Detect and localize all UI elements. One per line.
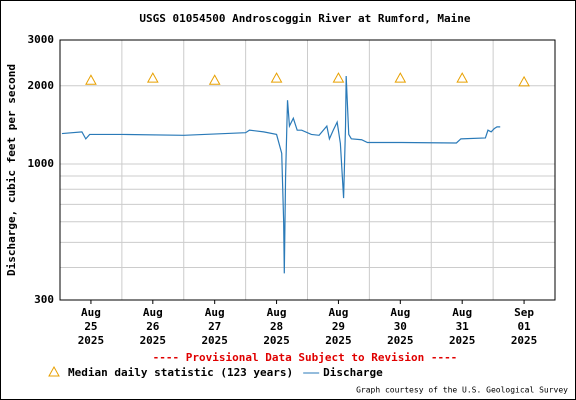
x-tick-label: Sep 01 2025 [510, 306, 538, 347]
x-tick-label: Aug 26 2025 [139, 306, 167, 347]
x-tick-label: Aug 28 2025 [263, 306, 290, 347]
median-marker [394, 72, 407, 83]
median-marker [208, 74, 221, 85]
legend-label: Median daily statistic (123 years) [68, 366, 293, 379]
y-tick-label: 2000 [28, 79, 55, 92]
x-tick-label: Aug 25 2025 [77, 306, 105, 347]
x-tick-label: Aug 30 2025 [387, 306, 414, 347]
legend-marker [48, 365, 60, 377]
x-tick-label: Aug 31 2025 [448, 306, 476, 347]
median-marker [146, 72, 159, 83]
y-axis-label: Discharge, cubic feet per second [5, 64, 18, 276]
y-tick-label: 3000 [28, 33, 55, 46]
median-marker [85, 74, 97, 85]
credit: Graph courtesy of the U.S. Geological Su… [356, 386, 568, 395]
x-tick-label: Aug 29 2025 [325, 306, 352, 347]
chart-title: USGS 01054500 Androscoggin River at Rumf… [139, 12, 471, 25]
plot-frame [59, 39, 556, 301]
legend-label: Discharge [323, 366, 383, 379]
median-marker [270, 72, 283, 83]
median-marker [518, 75, 530, 87]
annotation: ---- Provisional Data Subject to Revisio… [153, 351, 458, 364]
x-tick-label: Aug 27 2025 [201, 306, 228, 347]
median-marker [456, 72, 469, 83]
discharge-line [61, 76, 501, 274]
median-marker [332, 72, 345, 83]
y-tick-label: 1000 [28, 157, 55, 170]
y-tick-label: 300 [34, 293, 54, 306]
